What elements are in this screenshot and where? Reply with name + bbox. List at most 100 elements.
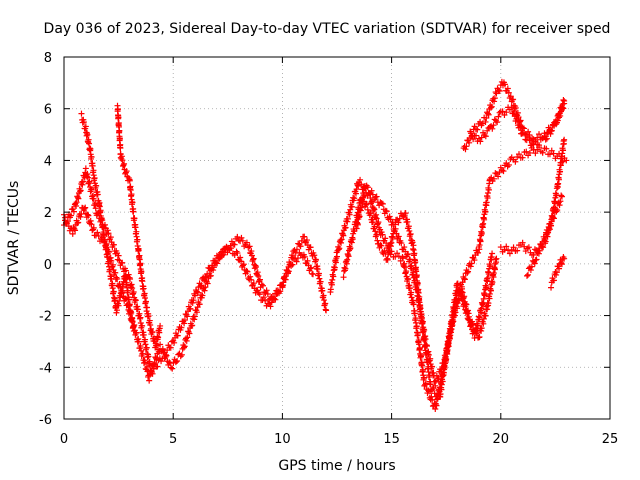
- data-point: [130, 208, 137, 215]
- data-point: [113, 307, 120, 314]
- data-point: [297, 243, 304, 250]
- data-point: [137, 314, 144, 321]
- data-point: [478, 325, 485, 332]
- data-point: [130, 328, 137, 335]
- data-point: [131, 215, 138, 222]
- data-point: [134, 236, 141, 243]
- data-point: [488, 174, 495, 181]
- data-point: [85, 212, 92, 219]
- data-point: [184, 334, 191, 341]
- data-point: [323, 307, 330, 314]
- data-point: [99, 224, 106, 231]
- data-point: [499, 108, 506, 115]
- data-point: [342, 224, 349, 231]
- data-point: [402, 210, 409, 217]
- data-point: [84, 131, 91, 138]
- data-point: [108, 275, 115, 282]
- data-point: [413, 286, 420, 293]
- data-point: [501, 81, 508, 88]
- data-point: [136, 256, 143, 263]
- data-point: [329, 276, 336, 283]
- data-point: [512, 158, 519, 165]
- data-point: [204, 280, 211, 287]
- data-point: [109, 261, 116, 268]
- data-point: [548, 284, 555, 291]
- series-sat-2: [61, 204, 316, 384]
- data-point: [517, 124, 524, 131]
- data-point: [363, 200, 370, 207]
- data-point: [315, 270, 322, 277]
- data-point: [113, 274, 120, 281]
- data-point: [88, 221, 95, 228]
- data-point: [551, 122, 558, 129]
- data-point: [81, 205, 88, 212]
- data-point: [94, 229, 101, 236]
- data-point: [338, 236, 345, 243]
- data-point: [417, 305, 424, 312]
- data-point: [314, 266, 321, 273]
- data-point: [481, 292, 488, 299]
- data-point: [438, 381, 445, 388]
- data-point: [466, 139, 473, 146]
- data-point: [478, 134, 485, 141]
- data-point: [364, 184, 371, 191]
- data-point: [353, 186, 360, 193]
- data-point: [277, 288, 284, 295]
- data-point: [308, 264, 315, 271]
- data-point: [462, 146, 469, 153]
- data-point: [207, 272, 214, 279]
- data-point: [485, 300, 492, 307]
- data-point: [143, 304, 150, 311]
- data-point: [89, 162, 96, 169]
- data-point: [117, 284, 124, 291]
- data-point: [282, 276, 289, 283]
- data-point: [124, 287, 131, 294]
- data-point: [349, 236, 356, 243]
- data-point: [247, 273, 254, 280]
- data-point: [414, 331, 421, 338]
- data-point: [555, 180, 562, 187]
- data-point: [425, 351, 432, 358]
- data-point: [140, 331, 147, 338]
- data-point: [480, 295, 487, 302]
- data-point: [506, 250, 513, 257]
- data-point: [189, 299, 196, 306]
- data-point: [143, 344, 150, 351]
- data-point: [408, 289, 415, 296]
- data-point: [514, 247, 521, 254]
- data-point: [293, 246, 300, 253]
- data-point: [476, 314, 483, 321]
- data-point: [473, 132, 480, 139]
- data-point: [395, 219, 402, 226]
- data-point: [492, 170, 499, 177]
- data-point: [115, 252, 122, 259]
- data-point: [84, 211, 91, 218]
- data-point: [512, 104, 519, 111]
- data-point: [550, 214, 557, 221]
- data-point: [461, 276, 468, 283]
- data-point: [122, 275, 129, 282]
- data-point: [419, 366, 426, 373]
- data-point: [90, 224, 97, 231]
- series-sat-7: [353, 182, 500, 389]
- data-point: [114, 106, 121, 113]
- data-point: [361, 191, 368, 198]
- data-point: [101, 236, 108, 243]
- data-point: [438, 386, 445, 393]
- data-point: [493, 255, 500, 262]
- y-tick-label: 6: [44, 103, 52, 118]
- data-point: [474, 329, 481, 336]
- data-point: [105, 258, 112, 265]
- data-point: [560, 97, 567, 104]
- data-point: [508, 104, 515, 111]
- data-point: [141, 294, 148, 301]
- data-point: [75, 219, 82, 226]
- data-point: [489, 125, 496, 132]
- data-point: [405, 250, 412, 257]
- data-point: [171, 339, 178, 346]
- data-point: [551, 215, 558, 222]
- data-point: [542, 136, 549, 143]
- data-point: [192, 292, 199, 299]
- data-point: [373, 193, 380, 200]
- data-point: [142, 298, 149, 305]
